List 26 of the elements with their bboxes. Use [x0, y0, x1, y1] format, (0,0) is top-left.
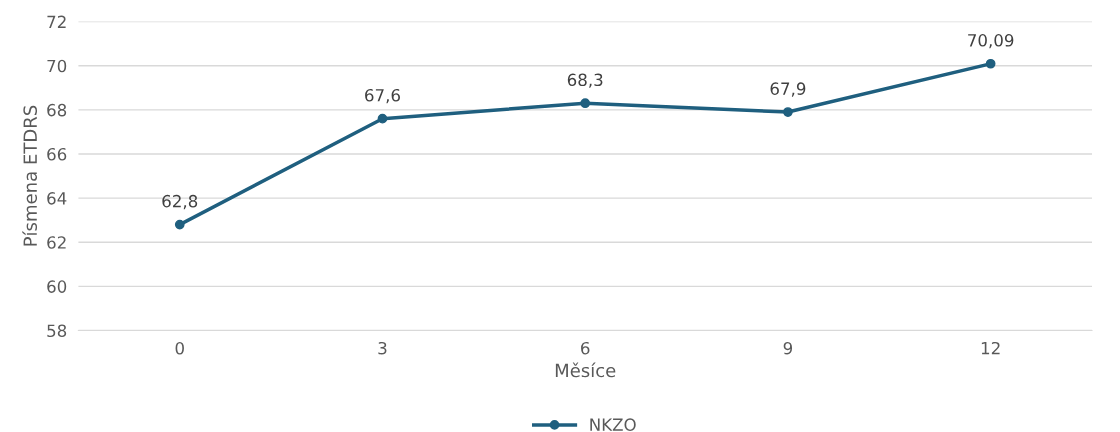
x-tick-label: 12 — [981, 341, 1000, 355]
y-tick-label: 60 — [47, 280, 67, 293]
data-label: 68,3 — [567, 73, 603, 88]
x-axis-title: Měsíce — [555, 362, 616, 378]
legend-label: NKZO — [590, 418, 636, 431]
y-tick-label: 68 — [47, 103, 67, 117]
y-axis-title: Písmena ETDRS — [22, 105, 38, 246]
data-label: 67,9 — [770, 82, 806, 97]
data-label: 62,8 — [162, 194, 198, 210]
data-label: 67,6 — [365, 88, 400, 104]
point — [174, 219, 185, 230]
x-tick-label: 6 — [581, 341, 590, 355]
y-tick-label: 58 — [47, 324, 67, 338]
data-label: 70,09 — [968, 34, 1014, 49]
x-tick-label: 0 — [175, 341, 184, 355]
point — [783, 107, 793, 117]
y-tick-label: 64 — [47, 192, 67, 205]
y-tick-label: 62 — [47, 236, 66, 249]
y-tick-label: 72 — [47, 15, 66, 28]
y-tick-label: 66 — [47, 147, 67, 161]
x-tick-label: 9 — [783, 341, 793, 355]
point — [377, 113, 388, 124]
x-tick-label: 3 — [378, 341, 387, 355]
y-tick-label: 70 — [47, 59, 67, 73]
point — [580, 98, 591, 109]
point — [985, 58, 996, 69]
